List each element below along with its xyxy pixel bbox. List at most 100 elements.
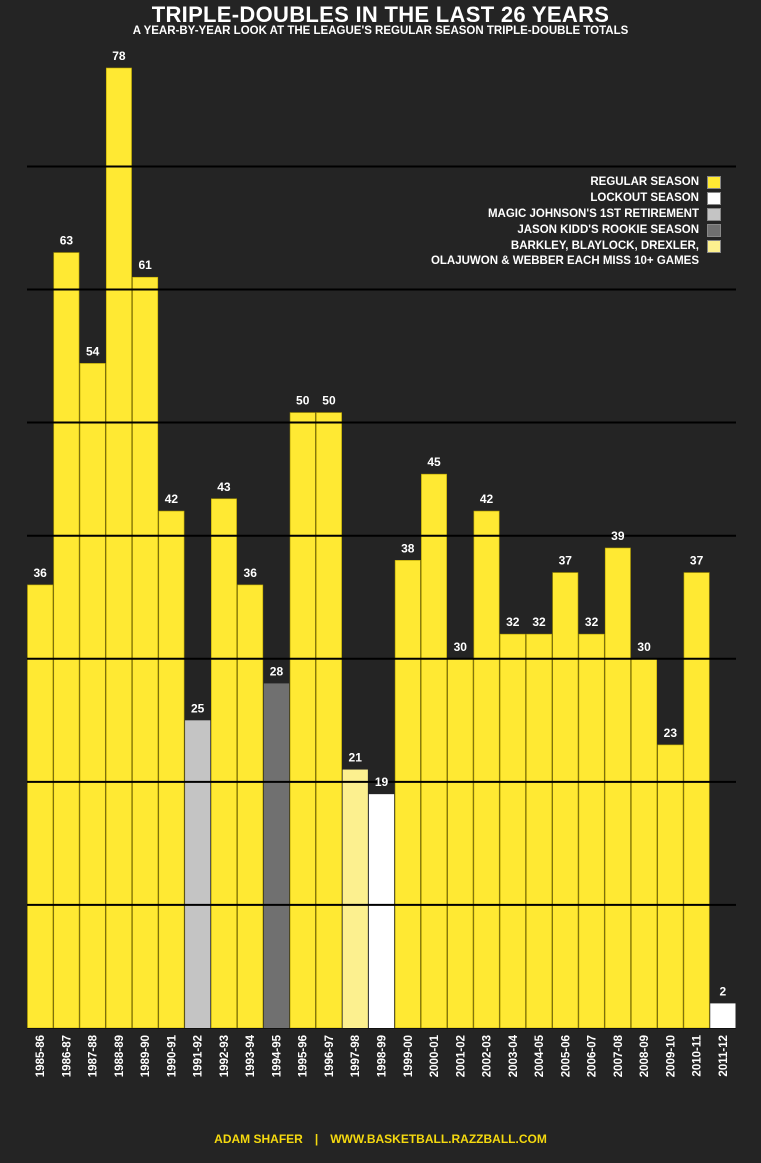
x-tick-label-2009-10: 2009-10 [665, 1035, 677, 1077]
chart-legend: REGULAR SEASON LOCKOUT SEASON MAGIC JOHNSO… [431, 175, 721, 270]
chart-subtitle: A YEAR-BY-YEAR LOOK AT THE LEAGUE'S REGU… [132, 25, 629, 37]
bar-1998-99 [368, 794, 395, 1028]
data-label-1993-94: 36 [244, 566, 258, 580]
data-label-2004-05: 32 [532, 615, 546, 629]
data-label-2002-03: 42 [480, 492, 494, 506]
data-label-2010-11: 37 [690, 554, 704, 568]
legend-label: LOCKOUT SEASON [590, 192, 699, 204]
x-tick-label-2000-01: 2000-01 [429, 1034, 441, 1077]
bar-1989-90 [132, 276, 159, 1029]
legend-swatch-magic [707, 208, 721, 221]
data-label-1999-00: 38 [401, 541, 415, 555]
data-label-2007-08: 39 [611, 529, 625, 543]
bar-2006-07 [578, 633, 605, 1029]
bar-2001-02 [447, 658, 474, 1029]
data-label-1996-97: 50 [322, 394, 336, 408]
data-label-1992-93: 43 [217, 480, 231, 494]
bar-1995-96 [289, 412, 316, 1029]
x-tick-label-1986-87: 1986-87 [61, 1035, 73, 1077]
legend-swatch-barkley [707, 240, 721, 253]
bar-1991-92 [185, 720, 211, 1028]
bar-1996-97 [316, 412, 342, 1029]
bar-1992-93 [211, 498, 237, 1029]
bar-1988-89 [105, 67, 132, 1029]
legend-item-barkley: BARKLEY, BLAYLOCK, DREXLER, OLAJUWON & WE… [431, 239, 721, 269]
x-tick-label-1996-97: 1996-97 [324, 1035, 336, 1077]
x-tick-label-1985-86: 1985-86 [35, 1035, 47, 1077]
bar-2003-04 [499, 633, 526, 1029]
x-tick-label-1990-91: 1990-91 [166, 1034, 178, 1077]
bar-2002-03 [473, 510, 500, 1029]
x-tick-label-1987-88: 1987-88 [88, 1034, 100, 1077]
footer-author: ADAM SHAFER [214, 1132, 303, 1146]
data-label-1988-89: 78 [112, 49, 126, 63]
bar-1986-87 [53, 252, 80, 1029]
data-label-2009-10: 23 [664, 726, 678, 740]
bar-1990-91 [158, 510, 185, 1029]
data-label-1990-91: 42 [165, 492, 179, 506]
x-tick-label-2002-03: 2002-03 [482, 1035, 494, 1077]
footer-separator: | [314, 1132, 319, 1146]
legend-item-magic: MAGIC JOHNSON'S 1ST RETIREMENT [431, 207, 721, 222]
x-tick-label-1988-89: 1988-89 [114, 1035, 126, 1077]
data-label-1986-87: 63 [60, 234, 74, 248]
footer-url[interactable]: WWW.BASKETBALL.RAZZBALL.COM [330, 1132, 547, 1146]
data-label-2000-01: 45 [427, 455, 441, 469]
legend-label: MAGIC JOHNSON'S 1ST RETIREMENT [487, 208, 699, 220]
bar-2005-06 [552, 572, 579, 1029]
data-label-2006-07: 32 [585, 615, 599, 629]
bar-2008-09 [631, 658, 658, 1029]
bar-1994-95 [263, 683, 290, 1028]
data-label-1998-99: 19 [375, 775, 389, 789]
legend-label: BARKLEY, BLAYLOCK, DREXLER, OLAJUWON & WE… [430, 240, 699, 267]
legend-swatch-kidd [707, 224, 721, 237]
bar-1985-86 [27, 584, 54, 1029]
data-label-1991-92: 25 [191, 701, 205, 715]
x-tick-label-2003-04: 2003-04 [508, 1034, 520, 1077]
x-tick-label-2005-06: 2005-06 [560, 1035, 572, 1077]
x-tick-label-2001-02: 2001-02 [455, 1035, 467, 1077]
x-tick-label-1994-95: 1994-95 [271, 1034, 283, 1077]
x-tick-label-2007-08: 2007-08 [613, 1034, 625, 1077]
data-label-1995-96: 50 [296, 394, 310, 408]
x-tick-label-1992-93: 1992-93 [219, 1035, 231, 1077]
chart-title: TRIPLE-DOUBLES IN THE LAST 26 YEARS [151, 2, 610, 27]
legend-swatch-lockout [707, 192, 721, 205]
x-tick-label-2008-09: 2008-09 [639, 1035, 651, 1077]
legend-swatch-regular [707, 176, 721, 189]
x-tick-label-1995-96: 1995-96 [298, 1035, 310, 1077]
data-label-2008-09: 30 [637, 640, 651, 654]
data-label-2011-12: 2 [720, 984, 727, 998]
legend-label: REGULAR SEASON [590, 176, 699, 188]
data-label-1994-95: 28 [270, 664, 284, 678]
x-tick-label-1989-90: 1989-90 [140, 1035, 152, 1077]
bar-2000-01 [421, 473, 447, 1029]
data-label-2005-06: 37 [559, 554, 573, 568]
x-tick-label-1999-00: 1999-00 [403, 1035, 415, 1077]
legend-label: JASON KIDD'S ROOKIE SEASON [517, 224, 699, 236]
bar-1997-98 [342, 769, 368, 1028]
data-label-1987-88: 54 [86, 344, 100, 358]
bar-1999-00 [394, 560, 421, 1029]
x-tick-label-1993-94: 1993-94 [245, 1034, 257, 1077]
x-tick-label-1991-92: 1991-92 [193, 1035, 205, 1077]
x-tick-label-1998-99: 1998-99 [377, 1035, 389, 1077]
x-tick-label-2011-12: 2011-12 [718, 1035, 730, 1077]
x-tick-label-2004-05: 2004-05 [534, 1034, 546, 1077]
data-label-2001-02: 30 [454, 640, 468, 654]
bar-2010-11 [683, 572, 710, 1029]
x-tick-label-1997-98: 1997-98 [350, 1034, 362, 1077]
bar-2011-12 [710, 1003, 736, 1028]
x-tick-label-2010-11: 2010-11 [692, 1034, 704, 1076]
data-label-1997-98: 21 [349, 751, 363, 765]
bar-2004-05 [526, 633, 552, 1029]
legend-item-lockout: LOCKOUT SEASON [431, 191, 721, 206]
bar-1993-94 [237, 584, 264, 1029]
bar-2007-08 [604, 547, 631, 1029]
bar-1987-88 [79, 363, 106, 1029]
legend-item-regular: REGULAR SEASON [431, 175, 721, 190]
x-tick-label-2006-07: 2006-07 [587, 1035, 599, 1077]
bar-2009-10 [657, 744, 684, 1029]
footer: ADAM SHAFER | WWW.BASKETBALL.RAZZBALL.COM [0, 1132, 761, 1146]
